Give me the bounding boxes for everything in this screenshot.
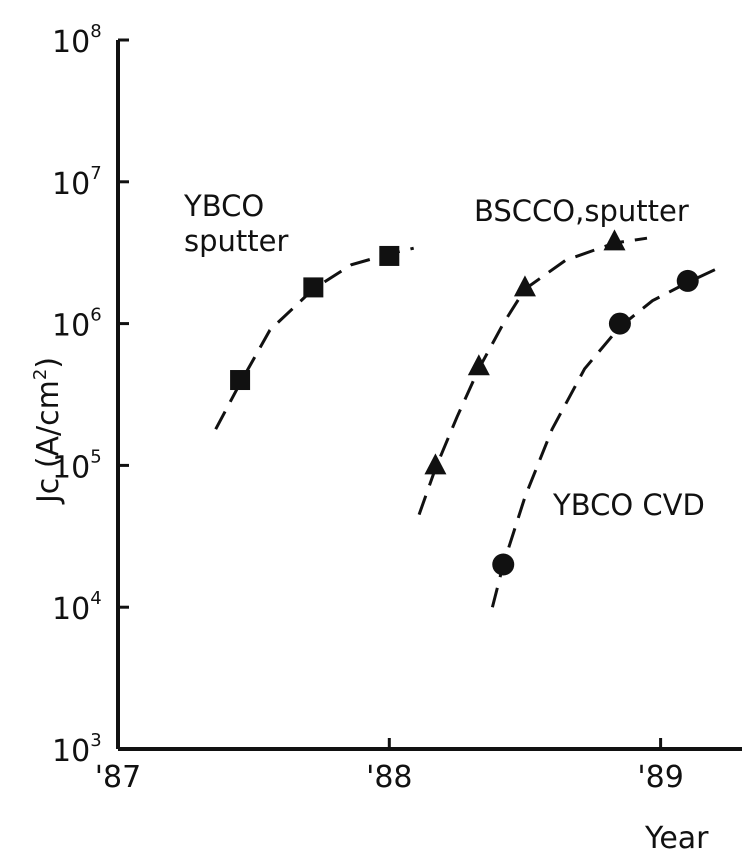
series-label-ybco-sputter-line1: YBCO — [183, 189, 264, 223]
y-axis-title-close: ) — [31, 357, 66, 369]
data-point-triangle — [424, 453, 447, 475]
y-tick-label: 105 — [52, 446, 102, 485]
x-tick-label: '89 — [637, 760, 683, 795]
data-point-square — [379, 245, 400, 266]
trend-line-series-0 — [214, 246, 415, 430]
y-tick-label: 103 — [52, 730, 102, 769]
data-markers — [230, 229, 699, 576]
y-axis-title-base: Jc (A/cm — [31, 380, 66, 505]
y-tick-label: 107 — [52, 163, 102, 202]
data-point-circle — [492, 553, 515, 576]
series-label-ybco-cvd: YBCO CVD — [552, 488, 705, 522]
ticks: 103 104 105 106 107 108 '87 '88 '89 — [52, 21, 684, 795]
y-tick-label: 108 — [52, 21, 102, 60]
series-label-ybco-sputter-line2: sputter — [184, 224, 288, 258]
y-tick-label: 104 — [52, 588, 102, 627]
data-point-triangle — [467, 354, 490, 376]
data-point-triangle — [513, 275, 536, 297]
x-axis-title: Year — [644, 821, 709, 856]
trend-line-series-1 — [417, 236, 648, 516]
x-tick-label: '87 — [95, 760, 141, 795]
y-tick-label: 106 — [52, 305, 102, 344]
data-point-triangle — [603, 229, 626, 251]
trend-line-series-2 — [490, 268, 716, 608]
y-axis-title-sup: 2 — [30, 369, 51, 380]
y-axis-title: Jc (A/cm2) — [30, 357, 66, 505]
trend-lines — [214, 236, 716, 608]
x-tick-label: '88 — [366, 760, 412, 795]
axes — [116, 40, 742, 751]
data-point-circle — [608, 312, 631, 335]
data-point-square — [230, 370, 251, 391]
series-label-bscco-sputter: BSCCO,sputter — [474, 194, 689, 228]
data-point-circle — [676, 269, 699, 292]
data-point-square — [303, 277, 324, 298]
